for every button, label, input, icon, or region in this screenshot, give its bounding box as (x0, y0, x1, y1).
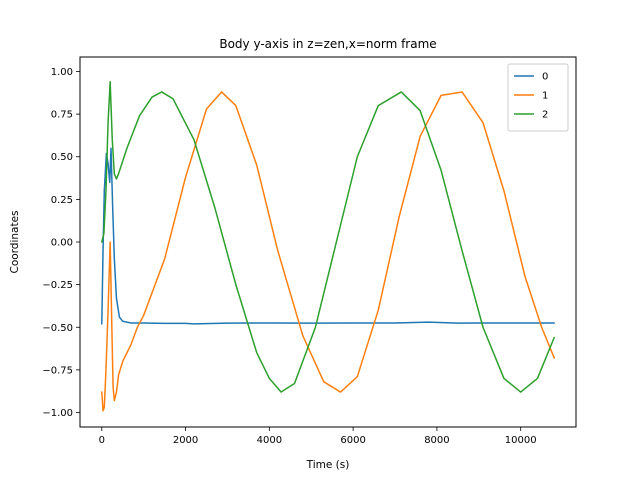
series-line-0 (101, 147, 555, 325)
y-tick-label: 0.25 (51, 195, 73, 206)
series-line-1 (101, 91, 555, 412)
x-axis-ticks: 0 2000 4000 6000 8000 10000 (99, 427, 537, 446)
y-tick-label: 1.00 (51, 67, 73, 78)
x-axis-label: Time (s) (306, 459, 350, 471)
chart-title: Body y-axis in z=zen,x=norm frame (219, 37, 436, 51)
y-axis-ticks: −1.00 −0.75 −0.50 −0.25 0.00 0.25 0.50 0.75 1.00 (42, 67, 80, 419)
x-tick-label: 8000 (424, 435, 449, 446)
legend-label-0: 0 (542, 72, 548, 83)
y-axis-label: Coordinates (9, 210, 21, 273)
series-layer (101, 80, 555, 412)
y-tick-label: −0.75 (42, 365, 73, 376)
y-tick-label: −0.50 (42, 323, 73, 334)
y-tick-label: −1.00 (42, 408, 73, 419)
x-tick-label: 6000 (340, 435, 365, 446)
legend-label-1: 1 (542, 91, 548, 102)
legend-label-2: 2 (542, 110, 548, 121)
x-tick-label: 10000 (505, 435, 537, 446)
plot-area (79, 56, 577, 428)
legend-box (507, 63, 569, 132)
x-tick-label: 2000 (173, 435, 198, 446)
series-line-2 (101, 80, 555, 393)
y-tick-label: 0.50 (51, 152, 73, 163)
x-tick-label: 0 (99, 435, 105, 446)
y-tick-label: −0.25 (42, 280, 73, 291)
x-tick-label: 4000 (257, 435, 282, 446)
y-tick-label: 0.75 (51, 110, 73, 121)
y-tick-label: 0.00 (51, 238, 73, 249)
legend: 0 1 2 (507, 63, 569, 132)
